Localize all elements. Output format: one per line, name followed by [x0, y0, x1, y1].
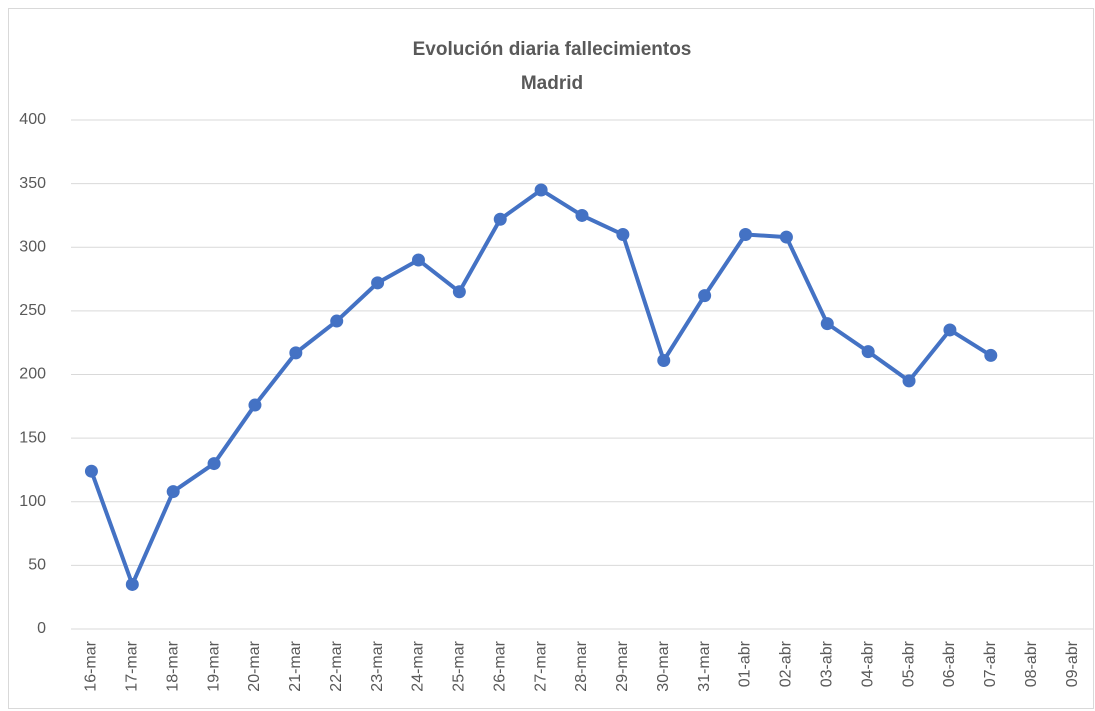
point [779, 230, 793, 244]
y-tick-label: 200 [19, 366, 46, 383]
point [452, 285, 466, 299]
y-tick-label: 250 [19, 302, 46, 319]
point [861, 345, 875, 359]
y-tick-label: 400 [19, 111, 46, 128]
x-tick-label: 16-mar [83, 640, 100, 691]
x-tick-label: 08-abr [1023, 640, 1040, 687]
x-tick-label: 03-abr [818, 640, 835, 687]
x-tick-label: 30-mar [655, 640, 672, 691]
point [84, 464, 98, 478]
chart-frame [8, 8, 1094, 709]
y-tick-label: 150 [19, 429, 46, 446]
point [534, 183, 548, 197]
point [657, 354, 671, 368]
point [289, 346, 303, 360]
point [575, 208, 589, 222]
x-tick-label: 09-abr [1064, 640, 1081, 687]
x-tick-label: 19-mar [205, 640, 222, 691]
y-tick-label: 50 [28, 557, 46, 574]
point [125, 577, 139, 591]
x-tick-label: 18-mar [164, 640, 181, 691]
x-tick-label: 22-mar [328, 640, 345, 691]
x-tick-label: 07-abr [982, 640, 999, 687]
point [493, 212, 507, 226]
point [166, 485, 180, 499]
point [984, 348, 998, 362]
point [616, 228, 630, 242]
x-tick-label: 21-mar [287, 640, 304, 691]
point [330, 314, 344, 328]
x-tick-label: 17-mar [124, 640, 141, 691]
point [943, 323, 957, 337]
chart-title: Evolución diaria fallecimientos [413, 39, 692, 60]
x-tick-label: 24-mar [410, 640, 427, 691]
x-tick-label: 04-abr [859, 640, 876, 687]
point [698, 289, 712, 303]
y-tick-label: 0 [37, 620, 46, 637]
x-tick-label: 27-mar [532, 640, 549, 691]
x-tick-label: 23-mar [369, 640, 386, 691]
x-tick-label: 02-abr [778, 640, 795, 687]
x-tick-label: 20-mar [246, 640, 263, 691]
point [902, 374, 916, 388]
point [411, 253, 425, 267]
x-tick-label: 05-abr [900, 640, 917, 687]
x-tick-label: 01-abr [737, 640, 754, 687]
x-tick-label: 31-mar [696, 640, 713, 691]
point [371, 276, 385, 290]
y-tick-label: 100 [19, 493, 46, 510]
point [207, 457, 221, 471]
point [739, 228, 753, 242]
point [248, 398, 262, 412]
x-tick-label: 29-mar [614, 640, 631, 691]
x-tick-label: 28-mar [573, 640, 590, 691]
x-tick-label: 06-abr [941, 640, 958, 687]
y-tick-label: 300 [19, 238, 46, 255]
y-tick-label: 350 [19, 175, 46, 192]
x-tick-label: 25-mar [451, 640, 468, 691]
point [820, 317, 834, 331]
x-tick-label: 26-mar [491, 640, 508, 691]
chart-subtitle: Madrid [521, 73, 583, 94]
